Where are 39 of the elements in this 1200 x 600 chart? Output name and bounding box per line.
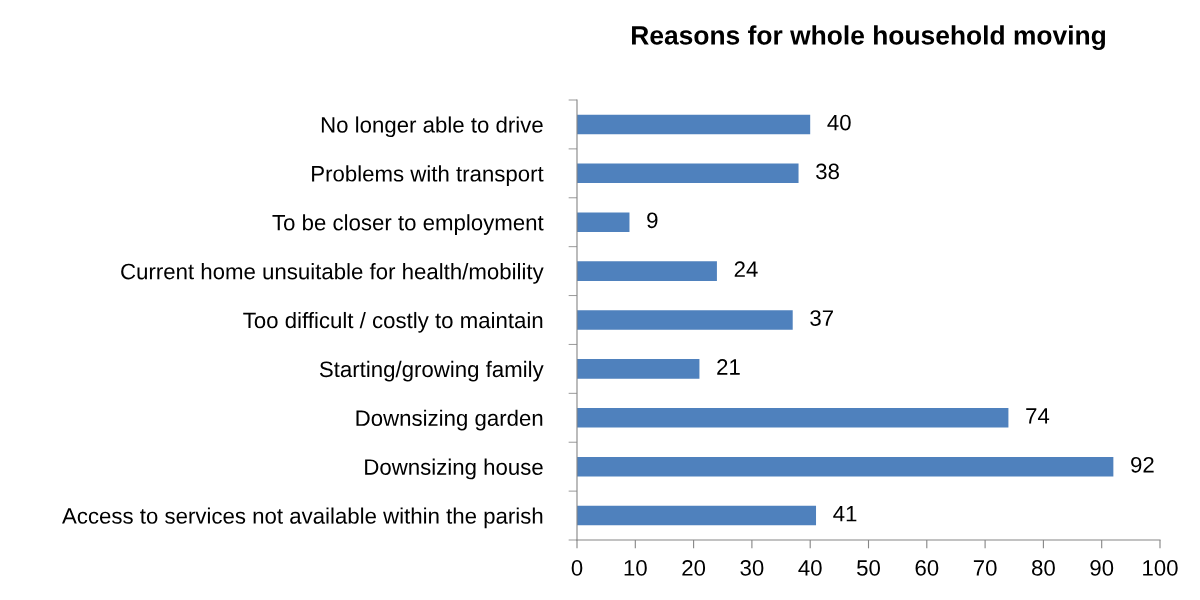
y-tick-label: Downsizing house xyxy=(365,458,543,480)
bar xyxy=(577,456,1114,477)
bar xyxy=(577,310,793,330)
x-tick-label: 100 xyxy=(1143,560,1178,576)
bar xyxy=(577,408,1009,428)
data-label: 38 xyxy=(816,163,839,180)
x-tick-label: 40 xyxy=(798,560,822,576)
data-label: 24 xyxy=(734,261,758,277)
data-label: 41 xyxy=(833,506,857,522)
x-tick-label: 80 xyxy=(1032,560,1055,576)
data-label: 74 xyxy=(1026,408,1050,424)
bar xyxy=(577,163,799,184)
y-tick-label: Downsizing garden xyxy=(356,409,543,431)
data-label: 40 xyxy=(827,114,851,131)
chart-title: Reasons for whole household moving xyxy=(632,25,1106,51)
bar xyxy=(577,212,630,232)
bar xyxy=(577,114,811,135)
data-label: 9 xyxy=(647,212,658,229)
y-tick-label: Too difficult / costly to maintain xyxy=(243,311,543,333)
y-tick-label: Starting/growing family xyxy=(319,360,544,382)
data-label: 92 xyxy=(1131,456,1154,473)
x-tick-label: 20 xyxy=(682,560,706,576)
x-tick-label: 90 xyxy=(1090,560,1114,576)
bar xyxy=(577,359,700,379)
data-label: 21 xyxy=(717,359,740,375)
x-tick-label: 70 xyxy=(973,560,997,576)
x-tick-label: 30 xyxy=(740,560,764,576)
y-tick-label: Problems with transport xyxy=(312,165,544,186)
x-tick-label: 50 xyxy=(857,560,880,576)
x-tick-label: 60 xyxy=(915,560,939,576)
y-tick-label: Access to services not available within the parish xyxy=(62,507,543,529)
y-tick-label: To be closer to employment xyxy=(272,214,544,235)
x-tick-label: 10 xyxy=(624,560,647,576)
data-label: 37 xyxy=(810,310,833,326)
bar xyxy=(577,505,817,526)
y-tick-label: Current home unsuitable for health/mobility xyxy=(121,263,544,284)
bar xyxy=(577,261,717,281)
x-tick-label: 0 xyxy=(571,560,583,576)
y-tick-label: No longer able to drive xyxy=(321,116,543,138)
